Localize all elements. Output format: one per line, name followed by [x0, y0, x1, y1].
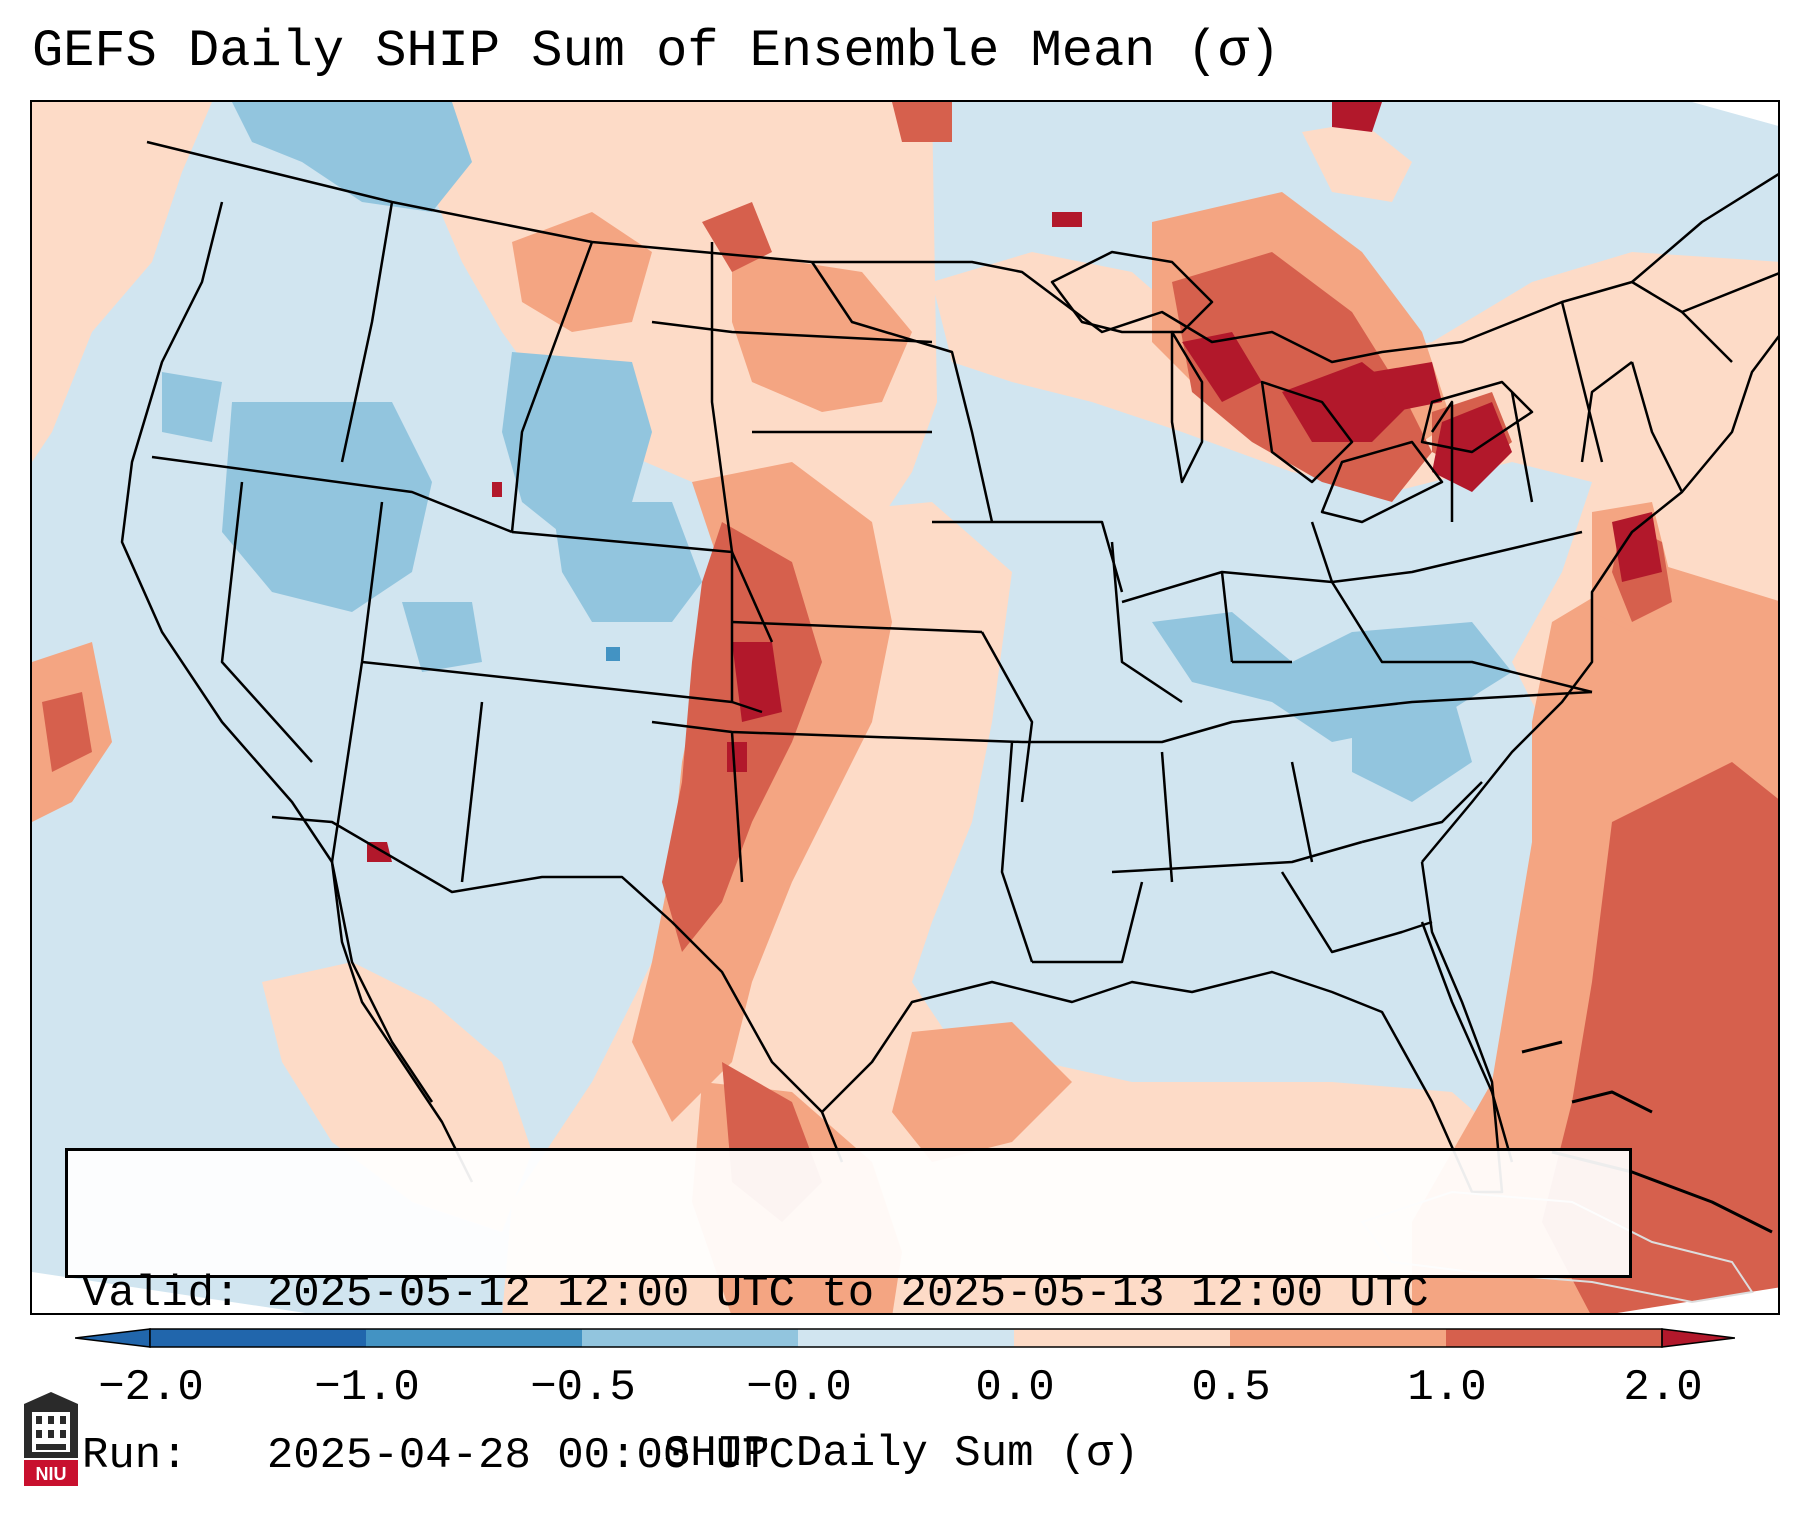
- boundary-lines: [120, 140, 1778, 1234]
- run-time-line: Run: 2025-04-28 00:00 UTC: [82, 1431, 795, 1481]
- colorbar-tick-label: 2.0: [1623, 1363, 1703, 1413]
- colorbar-segment: [1014, 1329, 1230, 1347]
- colorbar-tick-label: −1.0: [314, 1363, 420, 1413]
- map-canvas: [32, 102, 1778, 1313]
- colorbar-segment: [366, 1329, 582, 1347]
- projection-edge-ne: [1692, 102, 1778, 126]
- map-title: GEFS Daily SHIP Sum of Ensemble Mean (σ): [32, 22, 1281, 81]
- colorbar-tick-label: −0.5: [530, 1363, 636, 1413]
- colorbar-tick-label: −2.0: [98, 1363, 204, 1413]
- colorbar-tick-label: 1.0: [1407, 1363, 1487, 1413]
- map-panel: [30, 100, 1780, 1315]
- colorbar-segment: [1230, 1329, 1446, 1347]
- niu-logo: NIU: [24, 1392, 78, 1486]
- colorbar-tick-label: 0.0: [975, 1363, 1055, 1413]
- svg-text:NIU: NIU: [36, 1464, 67, 1484]
- colorbar-tick-label: −0.0: [746, 1363, 852, 1413]
- colorbar-segment: [582, 1329, 798, 1347]
- valid-time-line: Valid: 2025-05-12 12:00 UTC to 2025-05-1…: [82, 1269, 1429, 1319]
- anomaly-under-neg-1.0-cell: [606, 647, 620, 661]
- colorbar-tick-label: 0.5: [1191, 1363, 1271, 1413]
- colorbar-segment: [798, 1329, 1014, 1347]
- valid-run-info-box: Valid: 2025-05-12 12:00 UTC to 2025-05-1…: [65, 1148, 1632, 1481]
- colorbar-extend-high: [1661, 1328, 1735, 1348]
- colorbar-extend-low: [75, 1328, 151, 1348]
- colorbar-label: SHIP Daily Sum (σ): [663, 1429, 1140, 1479]
- colorbar-segment: [1446, 1329, 1662, 1347]
- colorbar-segment: [150, 1329, 366, 1347]
- anomaly-neg-0.5-neg-1.0-fill: [162, 102, 1512, 802]
- colorbar: [75, 1328, 1735, 1348]
- colorbar-outline: [149, 1328, 1663, 1348]
- projection-edge-sw: [32, 1272, 306, 1313]
